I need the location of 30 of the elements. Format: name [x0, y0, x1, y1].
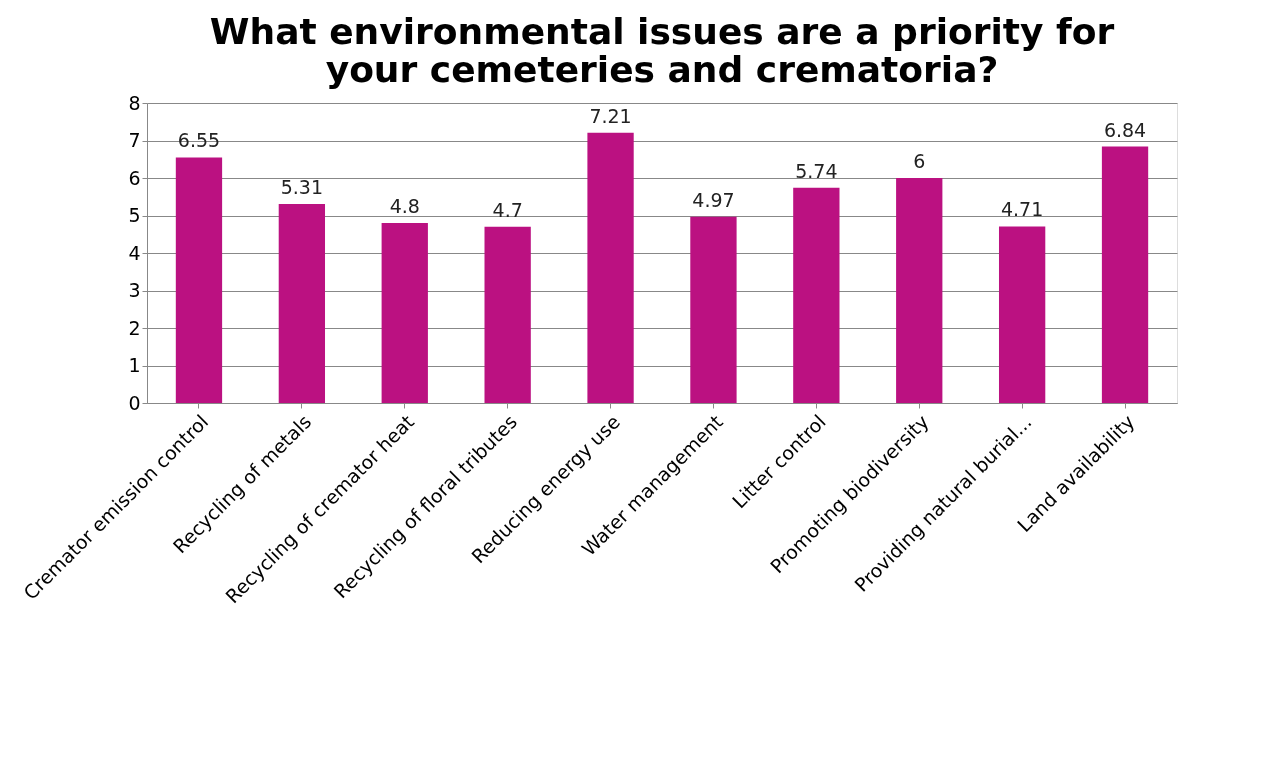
- y-tick-label: 3: [128, 279, 141, 301]
- bar: [381, 223, 428, 403]
- bar: [587, 132, 634, 403]
- data-label: 4.71: [1000, 198, 1044, 221]
- y-tick-label: 4: [128, 241, 141, 264]
- data-label: 4.97: [692, 188, 735, 211]
- bar: [896, 178, 943, 403]
- y-tick-label: 7: [128, 129, 141, 151]
- bar: [484, 226, 531, 403]
- data-label: 5.74: [795, 159, 838, 182]
- bar: [793, 187, 840, 403]
- data-label: 5.31: [280, 175, 324, 198]
- bar: [278, 203, 326, 403]
- data-label: 6: [913, 150, 926, 172]
- bar: [998, 226, 1046, 403]
- bar: [690, 216, 737, 403]
- y-tick-label: 0: [128, 391, 141, 414]
- y-tick-label: 8: [128, 91, 141, 114]
- data-label: 6.55: [177, 129, 221, 152]
- bar: [175, 157, 223, 403]
- chart-title: What environmental issues are a priority for your cemeteries and crematoria?: [209, 11, 1115, 90]
- y-tick-label: 1: [128, 354, 141, 376]
- data-label: 6.84: [1103, 118, 1147, 141]
- data-label: 4.7: [492, 198, 523, 221]
- bar: [1101, 146, 1149, 403]
- data-label: 7.21: [589, 104, 632, 127]
- y-tick-label: 5: [128, 204, 141, 226]
- y-tick-label: 6: [128, 166, 141, 189]
- data-label: 4.8: [389, 195, 420, 217]
- y-tick-label: 2: [128, 316, 141, 339]
